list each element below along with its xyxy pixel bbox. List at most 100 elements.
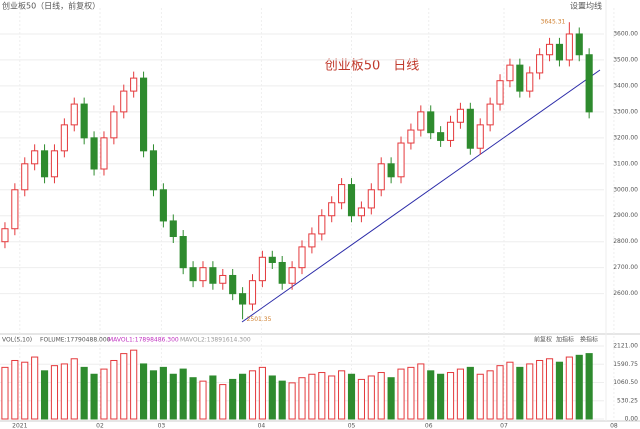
indicator-button[interactable]: 换指标: [580, 336, 598, 344]
candle-body: [288, 267, 296, 284]
volume-bar: [258, 366, 266, 420]
candle-body: [209, 267, 217, 284]
volume-bar: [417, 363, 425, 420]
volume-bar: [555, 361, 564, 420]
volume-bar: [90, 373, 98, 420]
volume-bar: [70, 358, 78, 420]
candle-body: [308, 233, 316, 248]
candle-body: [397, 142, 405, 178]
x-tick-label: 2021: [12, 423, 27, 429]
indicator-button[interactable]: 前复权: [534, 336, 552, 344]
header: 创业板50（日线，前复权）: [2, 1, 100, 11]
candle-body: [1, 228, 9, 243]
volume-bar: [516, 366, 524, 420]
candle-body: [347, 184, 356, 217]
volume-bar: [239, 373, 247, 420]
candle-body: [60, 124, 68, 152]
volume-bar: [120, 353, 128, 420]
x-tick-label: 08: [610, 423, 618, 429]
volume-bar: [407, 366, 415, 420]
candle-body: [338, 184, 346, 204]
volume-bar: [149, 370, 158, 420]
volume-bar: [229, 378, 237, 420]
y-tick-label: 2900.00: [613, 212, 638, 219]
volume-bar: [486, 370, 494, 420]
x-tick-label: 06: [425, 423, 433, 429]
volume-bar: [268, 375, 276, 420]
candle-body: [476, 124, 484, 149]
volume-bar: [169, 373, 177, 420]
volume-bar: [367, 375, 375, 420]
volume-bar: [536, 359, 544, 420]
candle-body: [120, 90, 128, 113]
volume-bar: [298, 377, 306, 420]
candle-body: [21, 163, 29, 191]
candle-body: [159, 189, 167, 222]
indicator-button[interactable]: 加指标: [556, 336, 574, 344]
volume-bar: [357, 378, 365, 420]
volume-bar: [397, 368, 405, 420]
setting-button[interactable]: 设置均线: [570, 1, 602, 11]
x-tick-label: 07: [500, 423, 508, 429]
volume-bar: [318, 372, 326, 420]
volume-bar: [100, 368, 108, 420]
volume-bar: [50, 365, 59, 420]
volume-bar: [248, 370, 257, 420]
candle-body: [555, 43, 564, 61]
volume-bar: [40, 370, 49, 420]
volume-bar: [130, 349, 138, 420]
trend-line: [241, 69, 601, 323]
y-tick-label: 530.25: [617, 397, 638, 404]
volume-bar: [506, 361, 514, 420]
candle-body: [357, 207, 365, 217]
volume-bar: [219, 384, 227, 420]
candle-body: [407, 129, 415, 144]
y-tick-label: 3100.00: [613, 160, 638, 167]
y-tick-label: 2121.00: [613, 343, 638, 350]
candle-body: [219, 274, 227, 284]
y-tick-label: 2600.00: [613, 290, 638, 297]
candle-body: [40, 150, 49, 178]
candle-body: [585, 54, 593, 113]
y-tick-label: 1590.75: [613, 361, 638, 368]
chart-title: 创业板50 日线: [325, 59, 420, 74]
volume-bar: [278, 380, 286, 420]
candle-body: [258, 256, 266, 282]
volume-bar: [456, 368, 464, 420]
y-tick-label: 3000.00: [613, 186, 638, 193]
volume-bar: [575, 354, 583, 420]
y-tick-label: 0.00: [625, 416, 639, 423]
candle-body: [456, 108, 464, 123]
volume-bar: [387, 377, 395, 420]
candle-body: [545, 43, 554, 56]
candle-body: [199, 267, 207, 282]
candle-body: [140, 77, 148, 152]
candle-body: [268, 256, 276, 263]
volume-bar: [80, 366, 88, 420]
candle-body: [387, 163, 395, 178]
candle-body: [130, 77, 138, 92]
candle-body: [90, 137, 98, 170]
candle-body: [11, 189, 19, 230]
y-tick-label: 3300.00: [613, 108, 638, 115]
volume-bar: [140, 363, 148, 420]
volume-bar: [1, 366, 9, 420]
volume-bar: [179, 368, 187, 420]
volume-bar: [338, 370, 346, 420]
volume-bar: [585, 353, 593, 420]
volume-bar: [308, 373, 316, 420]
volume-bar: [11, 359, 19, 420]
volume-bar: [21, 361, 29, 420]
candle-body: [328, 202, 336, 217]
volume-bar: [199, 380, 207, 420]
candle-body: [417, 111, 425, 131]
volume-bar: [446, 372, 455, 420]
y-tick-label: 3200.00: [613, 134, 638, 141]
volume-bar: [110, 359, 118, 420]
volume-bar: [31, 356, 39, 420]
volume-value: FOLUME:17790488.000: [40, 337, 111, 344]
candle-body: [526, 72, 534, 92]
volume-bar: [159, 366, 167, 420]
volume-bar: [209, 375, 217, 420]
